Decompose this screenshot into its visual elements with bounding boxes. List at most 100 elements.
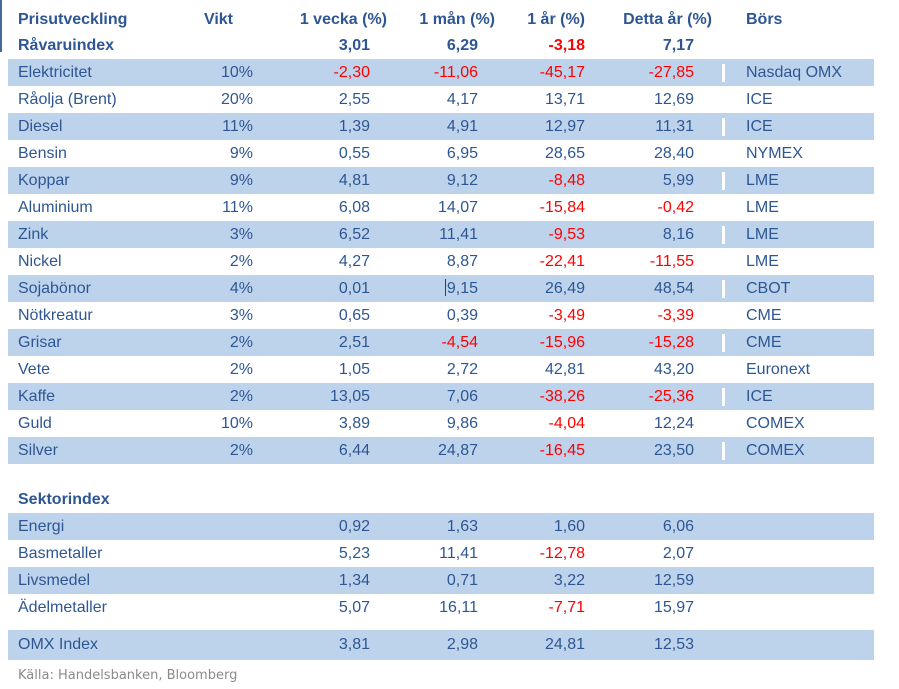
cell-ytd: -11,55 bbox=[649, 252, 694, 270]
cell-y1: 24,81 bbox=[544, 636, 585, 653]
cell-vikt: 2% bbox=[229, 333, 253, 351]
cell-m1: -4,54 bbox=[441, 333, 478, 351]
cell-y1: -12,78 bbox=[539, 544, 585, 562]
cell-vikt: 10% bbox=[220, 63, 253, 81]
cell-bors: ICE bbox=[722, 117, 874, 136]
source-note: Källa: Handelsbanken, Bloomberg bbox=[18, 668, 238, 683]
row-label: Silver bbox=[18, 441, 59, 459]
cell-y1: -16,45 bbox=[539, 441, 585, 459]
cell-bors: LME bbox=[722, 225, 874, 244]
cell-m1: 0,71 bbox=[446, 571, 478, 589]
cell-vikt: 9% bbox=[229, 144, 253, 162]
cell-w1: 0,65 bbox=[338, 306, 370, 324]
cell-y1: 13,71 bbox=[544, 90, 585, 108]
row-label: Basmetaller bbox=[18, 544, 103, 562]
cell-w1: 6,52 bbox=[338, 225, 370, 243]
cell-ytd: 12,24 bbox=[653, 414, 694, 432]
row-label: OMX Index bbox=[18, 636, 99, 653]
cell-m1: 16,11 bbox=[439, 598, 478, 616]
cell-bors: COMEX bbox=[722, 414, 874, 433]
table-row: Aluminium 11% 6,08 14,07 -15,84 -0,42 LME bbox=[8, 194, 874, 221]
cell-m1: 24,87 bbox=[437, 441, 478, 459]
row-label: Kaffe bbox=[18, 387, 56, 405]
row-label: Grisar bbox=[18, 333, 62, 351]
cell-y1: -3,49 bbox=[548, 306, 585, 324]
cell-w1: 1,39 bbox=[338, 117, 370, 135]
cell-w1: 0,92 bbox=[338, 517, 370, 535]
table-row: Elektricitet 10% -2,30 -11,06 -45,17 -27,85 Na… bbox=[8, 59, 874, 86]
table-row: Koppar 9% 4,81 9,12 -8,48 5,99 LME bbox=[8, 167, 874, 194]
cell-bors: LME bbox=[722, 198, 874, 217]
cell-m1: 2,72 bbox=[446, 360, 478, 378]
cell-m1: 9,15 bbox=[390, 278, 497, 298]
cell-w1: 3,81 bbox=[338, 636, 370, 653]
cell-ytd: 12,53 bbox=[653, 636, 694, 653]
cell-y1: -8,48 bbox=[548, 171, 585, 189]
row-label: Energi bbox=[18, 517, 65, 535]
table-row: Energi 0,92 1,63 1,60 6,06 bbox=[8, 513, 874, 540]
table-header-row: Prisutveckling Vikt 1 vecka (%) 1 mån (%) 1 … bbox=[8, 8, 874, 32]
cell-bors: ICE bbox=[722, 387, 874, 406]
cell-m1: 1,63 bbox=[446, 517, 478, 535]
cell-y1: 1,60 bbox=[553, 517, 585, 535]
table-row: Sektorindex bbox=[8, 486, 874, 513]
cell-y1: 3,22 bbox=[553, 571, 585, 589]
cell-m1: 2,98 bbox=[446, 636, 478, 653]
table-row: OMX Index 3,81 2,98 24,81 12,53 bbox=[8, 630, 874, 660]
cell-m1: 11,41 bbox=[439, 544, 478, 562]
cell-ytd: 48,54 bbox=[653, 279, 694, 297]
cell-bors: CME bbox=[722, 306, 874, 325]
cell-ytd: 15,97 bbox=[653, 598, 694, 616]
cell-m1: 4,91 bbox=[446, 117, 478, 135]
cell-m1: 8,87 bbox=[446, 252, 478, 270]
cell-vikt: 3% bbox=[229, 306, 253, 324]
cell-vikt: 4% bbox=[229, 279, 253, 297]
price-table: Prisutveckling Vikt 1 vecka (%) 1 mån (%) 1 … bbox=[8, 8, 874, 660]
table-row: Råolja (Brent) 20% 2,55 4,17 13,71 12,69 ICE bbox=[8, 86, 874, 113]
cell-bors: CBOT bbox=[722, 279, 874, 298]
cell-y1: -38,26 bbox=[539, 387, 585, 405]
cell-w1: 6,08 bbox=[338, 198, 370, 216]
cell-ytd: 11,31 bbox=[655, 117, 694, 135]
cell-m1: 14,07 bbox=[437, 198, 478, 216]
cell-vikt: 11% bbox=[222, 198, 253, 216]
cell-m1: 0,39 bbox=[446, 306, 478, 324]
table-row: Bensin 9% 0,55 6,95 28,65 28,40 NYMEX bbox=[8, 140, 874, 167]
cell-vikt: 2% bbox=[229, 387, 253, 405]
column-header-bors: Börs bbox=[722, 11, 874, 29]
cell-y1: 26,49 bbox=[544, 279, 585, 297]
row-label: Vete bbox=[18, 360, 51, 378]
row-label: Nickel bbox=[18, 252, 62, 270]
cell-bors: ICE bbox=[722, 90, 874, 109]
row-label: Ädelmetaller bbox=[18, 598, 107, 616]
cell-y1: -15,96 bbox=[539, 333, 585, 351]
cell-y1: -45,17 bbox=[539, 63, 585, 81]
row-label: Zink bbox=[18, 225, 49, 243]
row-label: Diesel bbox=[18, 117, 63, 135]
row-label: Koppar bbox=[18, 171, 70, 189]
table-row: Kaffe 2% 13,05 7,06 -38,26 -25,36 ICE bbox=[8, 383, 874, 410]
cell-y1: -15,84 bbox=[539, 198, 585, 216]
cell-vikt: 2% bbox=[229, 441, 253, 459]
cell-ytd: -3,39 bbox=[657, 306, 694, 324]
cell-m1: 9,86 bbox=[446, 414, 478, 432]
cell-w1: 5,23 bbox=[338, 544, 370, 562]
cell-bors: LME bbox=[722, 252, 874, 271]
cell-bors: LME bbox=[722, 171, 874, 190]
cell-m1: -11,06 bbox=[433, 63, 478, 81]
cell-bors: COMEX bbox=[722, 441, 874, 460]
cell-vikt: 3% bbox=[229, 225, 253, 243]
cell-w1: 3,89 bbox=[338, 414, 370, 432]
cell-w1: 1,34 bbox=[338, 571, 370, 589]
row-label: Råvaruindex bbox=[18, 36, 115, 54]
cell-w1: 0,55 bbox=[338, 144, 370, 162]
cell-vikt: 2% bbox=[229, 360, 253, 378]
cell-w1: 2,51 bbox=[338, 333, 370, 351]
cell-m1: 4,17 bbox=[446, 90, 478, 108]
cell-ytd: 23,50 bbox=[653, 441, 694, 459]
table-row: Basmetaller 5,23 11,41 -12,78 2,07 bbox=[8, 540, 874, 567]
cell-ytd: -27,85 bbox=[648, 63, 694, 81]
section-spacer bbox=[8, 621, 874, 630]
cell-y1: -7,71 bbox=[548, 598, 585, 616]
